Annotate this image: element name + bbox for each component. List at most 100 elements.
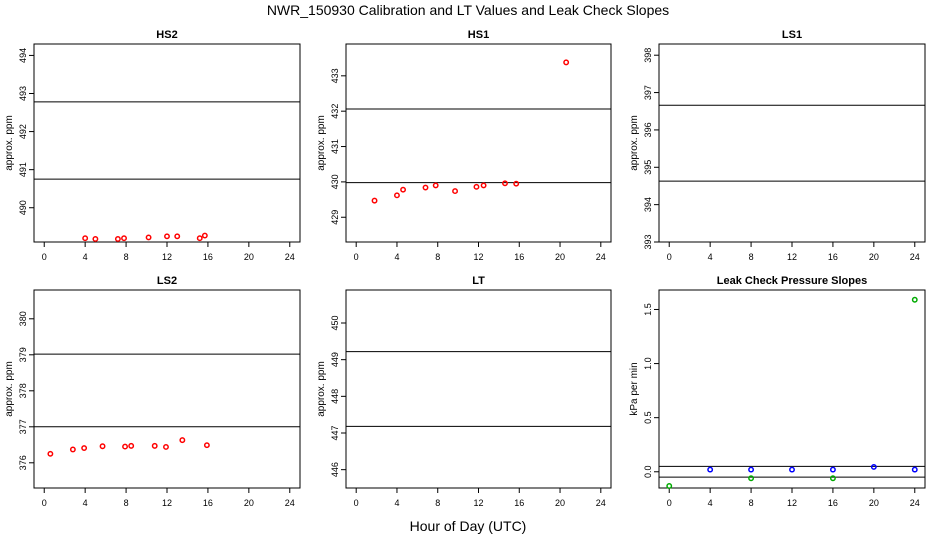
x-tick-label: 8 [124, 498, 129, 508]
panel-title: Leak Check Pressure Slopes [717, 275, 867, 287]
data-point [81, 445, 88, 451]
x-tick-label: 20 [244, 252, 254, 262]
x-tick-label: 0 [667, 252, 672, 262]
data-point [422, 184, 429, 191]
data-point [47, 450, 54, 457]
y-tick-label: 449 [330, 352, 340, 367]
y-tick-label: 396 [643, 122, 653, 137]
y-tick-label: 432 [330, 104, 340, 119]
x-tick-label: 12 [473, 498, 483, 508]
figure-title: NWR_150930 Calibration and LT Values and… [266, 2, 670, 18]
x-tick-label: 8 [435, 498, 440, 508]
y-axis-title: approx. ppm [316, 361, 327, 417]
x-tick-label: 4 [394, 498, 399, 508]
y-tick-label: 393 [643, 234, 653, 249]
y-tick-label: 430 [330, 174, 340, 189]
x-tick-label: 0 [354, 498, 359, 508]
x-tick-label: 20 [869, 252, 879, 262]
data-point [201, 232, 208, 239]
y-tick-label: 491 [18, 162, 28, 177]
y-tick-label: 376 [18, 455, 28, 470]
plot-frame [33, 43, 301, 243]
y-tick-label: 492 [18, 124, 28, 139]
chart-panel-5: LT approx. ppm 0 4 8 12 16 20 24 446 447 448 449 450 [316, 275, 612, 508]
y-tick-label: 377 [18, 419, 28, 434]
data-point [151, 442, 158, 449]
y-tick-label: 397 [643, 85, 653, 100]
data-point [473, 183, 480, 190]
data-point [394, 192, 400, 199]
plot-frame [33, 289, 301, 489]
data-point [666, 483, 673, 489]
x-tick-label: 12 [162, 252, 172, 262]
y-tick-label: 490 [18, 200, 28, 215]
x-tick-label: 12 [473, 252, 483, 262]
x-tick-label: 8 [435, 252, 440, 262]
plot-frame [658, 289, 926, 489]
y-tick-label: 379 [18, 347, 28, 362]
y-tick-label: 0.5 [643, 411, 653, 424]
x-tick-label: 20 [869, 498, 879, 508]
plot-frame [658, 43, 926, 243]
data-point [128, 442, 135, 449]
data-point [179, 437, 186, 444]
plot-frame [345, 289, 612, 489]
data-point [829, 475, 836, 482]
data-point [92, 236, 99, 242]
data-point [480, 182, 487, 189]
x-tick-label: 16 [514, 498, 524, 508]
data-point [789, 466, 795, 473]
data-point [145, 234, 152, 241]
panel-title: HS1 [468, 29, 489, 41]
chart-panel-6: Leak Check Pressure Slopes kPa per min 0 4 8… [629, 275, 926, 508]
y-tick-label: 493 [18, 86, 28, 101]
x-tick-label: 4 [708, 252, 713, 262]
data-point [563, 59, 570, 66]
x-tick-label: 20 [555, 252, 565, 262]
data-point [748, 475, 755, 482]
y-tick-label: 429 [330, 210, 340, 225]
y-tick-label: 1.5 [643, 303, 653, 316]
x-tick-label: 20 [555, 498, 565, 508]
data-point [513, 180, 520, 187]
data-point [452, 188, 459, 195]
panel-title: LT [472, 275, 485, 287]
y-axis-title: approx. ppm [629, 115, 640, 171]
x-tick-label: 0 [42, 252, 47, 262]
chart-panel-4: LS2 approx. ppm 0 4 8 12 16 20 24 376 377 378 379 380 [4, 275, 301, 508]
data-point [502, 180, 508, 187]
chart-panel-2: HS1 approx. ppm 0 4 8 12 16 20 24 429 430 431 432 433 [316, 29, 612, 262]
data-point [400, 186, 407, 193]
data-point [114, 236, 121, 242]
y-axis-title: approx. ppm [316, 115, 327, 171]
x-tick-label: 4 [83, 252, 88, 262]
x-tick-label: 8 [124, 252, 129, 262]
y-tick-label: 398 [643, 48, 653, 63]
data-point [69, 446, 76, 453]
data-point [122, 443, 129, 450]
data-point [870, 463, 877, 470]
x-tick-label: 16 [828, 252, 838, 262]
x-tick-label: 16 [828, 498, 838, 508]
x-axis-label: Hour of Day (UTC) [409, 518, 527, 534]
x-tick-label: 16 [203, 252, 213, 262]
y-tick-label: 380 [18, 311, 28, 326]
data-point [203, 442, 210, 449]
x-tick-label: 12 [787, 252, 797, 262]
x-tick-label: 8 [749, 252, 754, 262]
y-tick-label: 448 [330, 389, 340, 404]
x-tick-label: 0 [354, 252, 359, 262]
x-tick-label: 16 [203, 498, 213, 508]
y-tick-label: 1.0 [643, 357, 653, 370]
x-tick-label: 24 [596, 252, 606, 262]
x-tick-label: 4 [394, 252, 399, 262]
x-tick-label: 24 [910, 498, 920, 508]
x-tick-label: 4 [708, 498, 713, 508]
y-tick-label: 450 [330, 315, 340, 330]
data-point [99, 443, 106, 450]
data-point [121, 235, 127, 242]
x-tick-label: 0 [667, 498, 672, 508]
data-point [432, 182, 439, 189]
y-tick-label: 494 [18, 48, 28, 63]
